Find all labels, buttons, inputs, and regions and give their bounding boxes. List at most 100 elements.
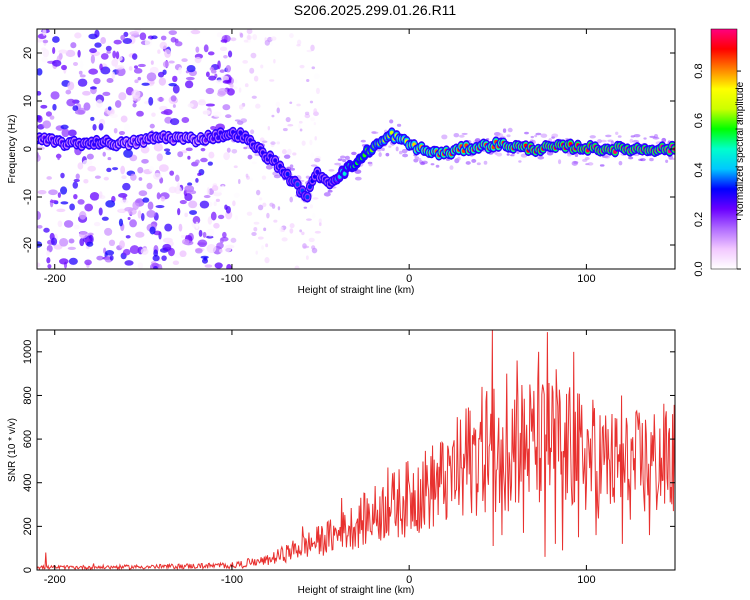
noise-blob [47, 264, 52, 269]
noise-blob [94, 42, 102, 48]
noise-blob [37, 91, 42, 96]
noise-blob [200, 157, 208, 163]
noise-blob [123, 31, 129, 37]
y-tick-label: 0 [22, 567, 34, 573]
noise-blob [177, 151, 184, 158]
noise-blob [53, 244, 63, 250]
noise-blob [106, 78, 114, 83]
halo-blob [589, 135, 596, 139]
noise-blob [137, 63, 146, 68]
noise-blob [160, 196, 166, 202]
noise-blob [299, 128, 303, 132]
noise-blob [306, 218, 312, 221]
colorbar: 0.0 0.2 0.4 0.6 0.8 Normalized spectral ampl… [693, 28, 746, 277]
y-tick-label: -20 [22, 237, 34, 253]
noise-blob [57, 153, 61, 161]
halo-blob [289, 164, 294, 169]
noise-blob [185, 76, 195, 81]
noise-blob [203, 256, 208, 261]
y-tick-label: -10 [22, 189, 34, 205]
halo-blob [567, 153, 572, 157]
noise-blob [108, 239, 116, 247]
noise-blob [52, 47, 56, 54]
spectrogram-x-label: Height of straight line (km) [298, 285, 415, 296]
halo-blob [534, 134, 538, 138]
noise-blob [233, 192, 240, 198]
x-tick-label: 100 [577, 273, 595, 285]
noise-blob [255, 250, 258, 255]
noise-blob [51, 59, 62, 67]
noise-blob [225, 65, 232, 73]
noise-blob [311, 66, 316, 70]
noise-blob [37, 241, 43, 248]
noise-blob [294, 265, 300, 269]
noise-blob [151, 35, 158, 40]
halo-blob [649, 157, 654, 162]
noise-blob [160, 110, 169, 115]
halo-blob [643, 137, 647, 140]
noise-blob [59, 238, 69, 247]
noise-blob [135, 199, 141, 204]
noise-blob [299, 229, 303, 233]
noise-blob [60, 201, 69, 205]
noise-blob [165, 151, 171, 156]
noise-blob [37, 211, 41, 220]
noise-blob [43, 227, 50, 233]
noise-blob [78, 70, 83, 75]
halo-blob [652, 136, 660, 140]
halo-blob [461, 132, 468, 135]
snr-plot-area [37, 330, 675, 570]
noise-blob [116, 67, 126, 77]
noise-blob [104, 227, 113, 236]
halo-blob [430, 163, 435, 166]
noise-blob [208, 151, 215, 159]
noise-blob [198, 229, 203, 237]
halo-blob [243, 146, 248, 150]
noise-blob [202, 231, 207, 238]
noise-blob [42, 48, 50, 58]
noise-blob [242, 59, 249, 64]
noise-blob [211, 185, 219, 192]
noise-blob [296, 39, 302, 46]
halo-blob [441, 134, 448, 140]
noise-blob [65, 49, 76, 58]
noise-blob [174, 174, 180, 182]
noise-blob [90, 116, 95, 121]
noise-blob [72, 181, 79, 189]
noise-blob [87, 165, 97, 172]
noise-blob [233, 165, 238, 169]
noise-blob [215, 198, 220, 202]
noise-blob [184, 80, 194, 89]
noise-blob [195, 177, 199, 183]
noise-blob [257, 236, 264, 240]
x-tick-label: 100 [577, 574, 595, 586]
halo-blob [599, 164, 605, 167]
noise-blob [105, 200, 116, 208]
noise-blob [190, 29, 201, 35]
noise-blob [148, 96, 154, 106]
noise-blob [207, 51, 215, 56]
noise-blob [158, 164, 169, 172]
noise-blob [94, 29, 100, 38]
noise-blob [69, 203, 75, 211]
noise-blob [66, 98, 76, 107]
noise-blob [141, 82, 150, 86]
halo-blob [289, 167, 295, 171]
noise-blob [87, 232, 94, 236]
halo-blob [507, 127, 513, 133]
noise-blob [46, 250, 50, 256]
colorbar-gradient [710, 28, 738, 270]
noise-blob [83, 178, 89, 184]
x-tick-label: 0 [406, 574, 412, 586]
noise-blob [313, 108, 318, 114]
noise-blob [223, 152, 230, 161]
noise-blob [49, 115, 55, 120]
y-tick-label: 600 [22, 430, 34, 448]
noise-blob [146, 72, 157, 82]
halo-blob [385, 152, 390, 157]
noise-blob [318, 218, 322, 224]
noise-blob [206, 228, 215, 237]
halo-blob [265, 164, 273, 170]
noise-blob [119, 240, 125, 249]
snr-x-axis: -200 -100 0 100 [44, 330, 596, 586]
